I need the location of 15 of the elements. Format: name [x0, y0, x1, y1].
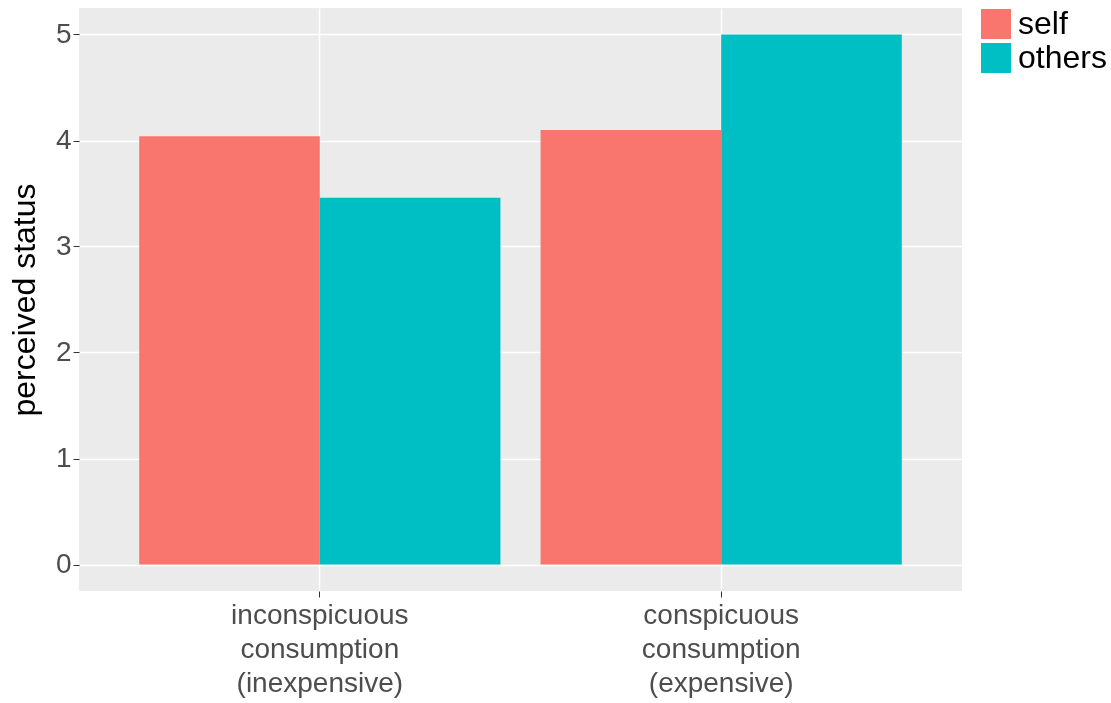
y-tick-label: 1	[55, 442, 72, 473]
bar	[540, 129, 722, 565]
legend-label: others	[1018, 39, 1107, 75]
bar	[721, 34, 902, 565]
y-tick-label: 3	[55, 230, 72, 261]
y-tick-label: 2	[55, 336, 72, 367]
bar	[139, 136, 320, 565]
y-axis-title: perceived status	[5, 183, 42, 417]
y-tick-label: 4	[55, 124, 72, 155]
legend-label: self	[1018, 5, 1068, 41]
bar	[319, 197, 501, 565]
x-tick-label: conspicuous consumption (expensive)	[641, 598, 801, 698]
y-tick-label: 0	[55, 548, 72, 579]
x-tick-label: inconspicuous consumption (inexpensive)	[231, 598, 409, 698]
y-tick-label: 5	[55, 18, 72, 49]
